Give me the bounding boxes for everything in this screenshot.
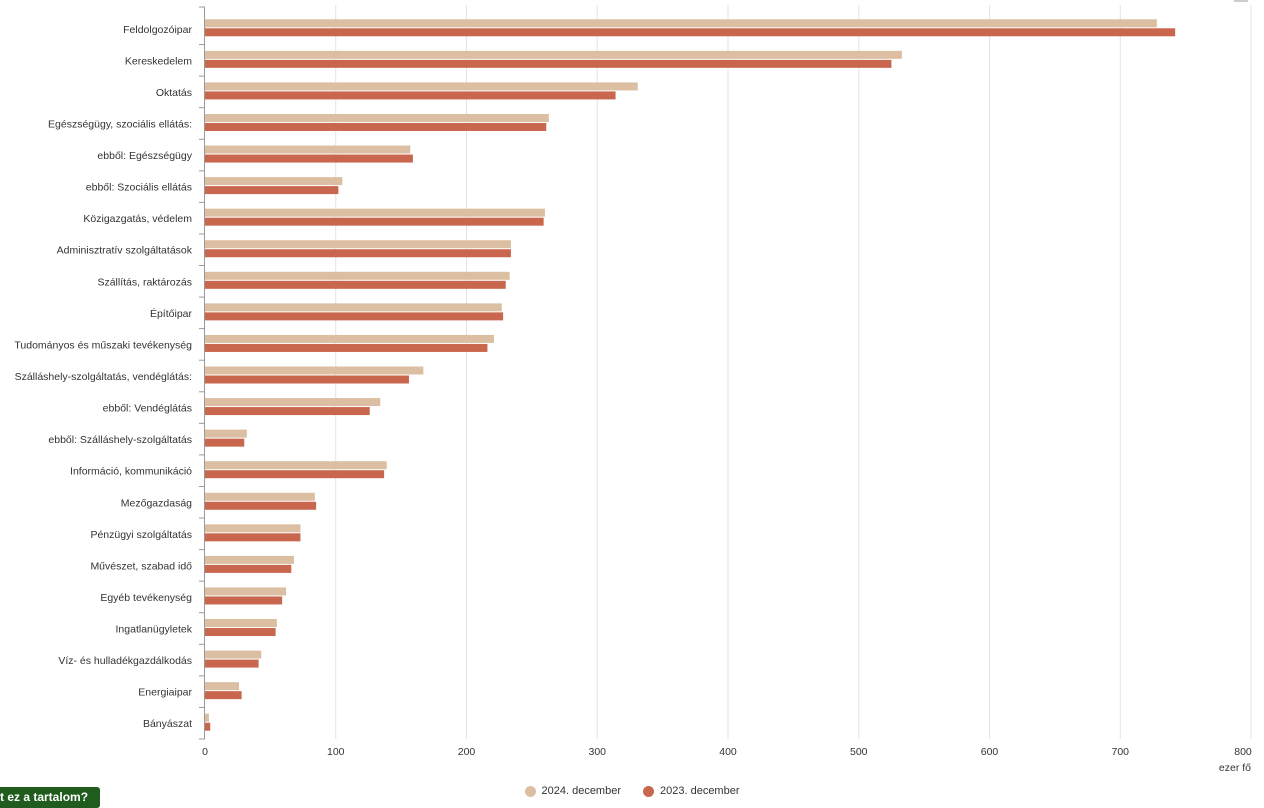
bar-series-2023[interactable] <box>205 501 317 510</box>
category-label: Információ, kommunikáció <box>70 466 192 478</box>
bar-series-2023[interactable] <box>205 343 488 352</box>
category-label: Kereskedelem <box>125 55 192 67</box>
bar-series-2024[interactable] <box>205 208 545 217</box>
bar-series-2023[interactable] <box>205 312 504 321</box>
bar-series-2024[interactable] <box>205 303 502 312</box>
x-tick-label: 500 <box>850 746 868 758</box>
bar-series-2023[interactable] <box>205 28 1176 37</box>
bar-series-2023[interactable] <box>205 122 547 131</box>
bar-series-2023[interactable] <box>205 186 339 195</box>
x-tick-label: 400 <box>719 746 737 758</box>
x-tick-label: 0 <box>202 746 208 758</box>
bar-series-2023[interactable] <box>205 470 385 479</box>
legend-label: 2023. december <box>660 785 740 797</box>
category-label: Közigazgatás, védelem <box>83 213 192 225</box>
x-tick-label: 200 <box>458 746 476 758</box>
bar-series-2024[interactable] <box>205 240 511 249</box>
corner-mark <box>1234 0 1248 2</box>
category-label: Egyéb tevékenység <box>100 592 192 604</box>
category-label: Oktatás <box>156 87 192 99</box>
bar-series-2023[interactable] <box>205 407 370 416</box>
bar-series-2023[interactable] <box>205 533 301 542</box>
category-label: Víz- és hulladékgazdálkodás <box>58 655 192 667</box>
category-label: Energiaipar <box>138 687 192 699</box>
legend-item-2024[interactable]: 2024. december <box>524 785 622 797</box>
category-label: Bányászat <box>143 718 192 730</box>
category-label: ebből: Szálláshely-szolgáltatás <box>48 434 192 446</box>
category-label: Pénzügyi szolgáltatás <box>90 529 192 541</box>
category-label: Szállítás, raktározás <box>97 276 192 288</box>
x-tick-label: 600 <box>981 746 999 758</box>
category-label: Tudományos és műszaki tevékenység <box>14 339 192 351</box>
bar-series-2023[interactable] <box>205 596 283 605</box>
bar-chart: Feldolgozóipar Kereskedelem Oktatás Egészsé… <box>14 5 1252 774</box>
unit-label: ezer fő <box>1219 762 1251 774</box>
value-axis-ticks: 0 100 200 300 400 500 600 700 800 <box>202 746 1252 758</box>
bar-series-2023[interactable] <box>205 249 511 258</box>
bar-series-2024[interactable] <box>205 524 301 533</box>
bar-series-2024[interactable] <box>205 461 387 470</box>
feedback-button[interactable]: t ez a tartalom? <box>0 787 101 808</box>
bar-series-2024[interactable] <box>205 50 902 59</box>
bar-series-2024[interactable] <box>205 429 247 438</box>
legend-item-2023[interactable]: 2023. december <box>643 785 740 797</box>
category-label: ebből: Egészségügy <box>97 150 192 162</box>
bar-series-2024[interactable] <box>205 334 494 343</box>
legend-dot-icon <box>524 785 536 797</box>
bar-series-2024[interactable] <box>205 113 549 122</box>
bar-series-2023[interactable] <box>205 91 616 100</box>
x-tick-label: 300 <box>588 746 606 758</box>
bar-series-2024[interactable] <box>205 650 262 659</box>
bar-series-2024[interactable] <box>205 682 239 691</box>
bar-series-2024[interactable] <box>205 587 287 596</box>
legend: 2024. december 2023. december <box>0 785 1264 797</box>
x-tick-label: 700 <box>1111 746 1129 758</box>
x-tick-label: 800 <box>1234 746 1252 758</box>
category-label: Mezőgazdaság <box>121 497 192 509</box>
bar-series-2023[interactable] <box>205 722 211 731</box>
bar-series-2024[interactable] <box>205 271 510 280</box>
category-label: ebből: Vendéglátás <box>103 403 192 415</box>
bar-series-2023[interactable] <box>205 280 506 289</box>
x-tick-label: 100 <box>327 746 345 758</box>
category-label: Építőipar <box>150 307 193 320</box>
category-label: ebből: Szociális ellátás <box>86 182 192 194</box>
bar-series-2024[interactable] <box>205 555 294 564</box>
legend-label: 2024. december <box>541 785 622 797</box>
bar-series-2023[interactable] <box>205 217 544 226</box>
category-label: Adminisztratív szolgáltatások <box>57 245 193 257</box>
category-axis <box>199 6 205 740</box>
bar-series-2024[interactable] <box>205 19 1157 28</box>
bar-series-2024[interactable] <box>205 82 638 91</box>
bar-series-2024[interactable] <box>205 366 424 375</box>
category-label: Ingatlanügyletek <box>116 624 193 636</box>
bar-series-2024[interactable] <box>205 713 209 722</box>
category-label: Feldolgozóipar <box>123 24 192 36</box>
bar-series-2023[interactable] <box>205 438 245 447</box>
category-label: Művészet, szabad idő <box>90 560 192 572</box>
bar-series-2024[interactable] <box>205 619 277 628</box>
bar-series-2023[interactable] <box>205 564 292 573</box>
bar-series-2024[interactable] <box>205 145 411 154</box>
bar-series-2023[interactable] <box>205 375 409 384</box>
bar-series-2024[interactable] <box>205 177 343 186</box>
bar-series-2023[interactable] <box>205 154 413 163</box>
bar-series-2023[interactable] <box>205 59 892 68</box>
bar-series-2023[interactable] <box>205 659 259 668</box>
bar-series-2023[interactable] <box>205 628 276 637</box>
legend-dot-icon <box>643 785 654 797</box>
bar-series-2024[interactable] <box>205 398 381 407</box>
bars-group <box>205 19 1176 731</box>
bar-series-2023[interactable] <box>205 691 242 700</box>
category-labels: Feldolgozóipar Kereskedelem Oktatás Egészsé… <box>14 24 192 730</box>
category-label: Egészségügy, szociális ellátás: <box>48 118 192 130</box>
category-label: Szálláshely-szolgáltatás, vendéglátás: <box>15 371 192 383</box>
bar-series-2024[interactable] <box>205 492 315 501</box>
